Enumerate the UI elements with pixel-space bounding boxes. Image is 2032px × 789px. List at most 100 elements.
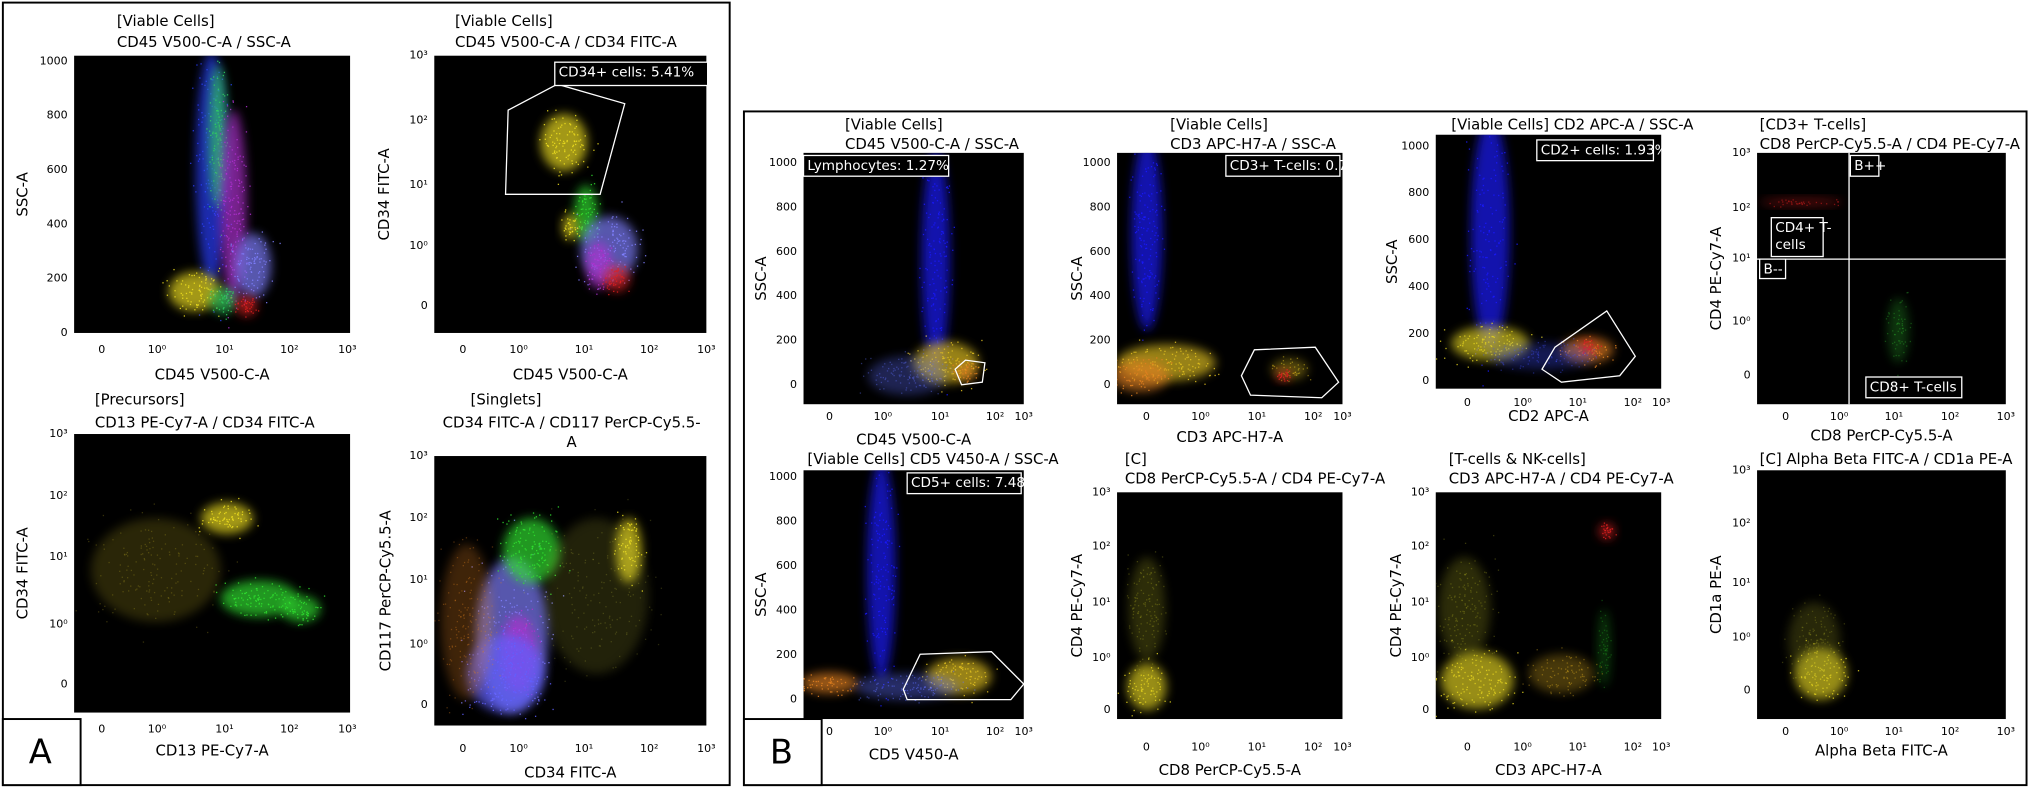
event-dot bbox=[227, 152, 230, 154]
events bbox=[1757, 198, 1912, 377]
event-dot bbox=[894, 369, 896, 371]
event-dot bbox=[212, 518, 215, 521]
event-dot bbox=[1615, 347, 1617, 349]
event-dot bbox=[1494, 174, 1497, 177]
event-dot bbox=[505, 566, 507, 568]
event-dot bbox=[1501, 682, 1503, 684]
event-dot bbox=[1157, 280, 1160, 282]
event-dot bbox=[432, 603, 433, 604]
event-dot bbox=[215, 132, 217, 134]
event-dot bbox=[1471, 671, 1473, 673]
event-dot bbox=[1560, 340, 1563, 343]
event-dot bbox=[934, 383, 937, 385]
event-dot bbox=[514, 691, 516, 693]
event-dot bbox=[217, 113, 219, 115]
event-dot bbox=[1130, 696, 1132, 698]
event-dot bbox=[821, 684, 823, 687]
event-dot bbox=[1466, 628, 1468, 630]
event-dot bbox=[467, 633, 469, 636]
event-dot bbox=[914, 682, 917, 684]
event-dot bbox=[537, 552, 539, 555]
event-dot bbox=[258, 258, 261, 260]
event-dot bbox=[1493, 194, 1495, 196]
event-dot bbox=[960, 389, 963, 392]
event-dot bbox=[491, 605, 493, 607]
event-dot bbox=[1150, 263, 1153, 265]
event-dot bbox=[607, 285, 609, 287]
event-dot bbox=[1435, 358, 1438, 360]
event-dot bbox=[598, 228, 600, 231]
event-dot bbox=[477, 645, 479, 648]
event-dot bbox=[1778, 201, 1780, 203]
event-dot bbox=[1477, 584, 1479, 586]
event-dot bbox=[533, 553, 536, 555]
event-dot bbox=[1438, 605, 1440, 607]
event-dot bbox=[1451, 664, 1454, 666]
event-dot bbox=[242, 156, 244, 158]
event-dot bbox=[582, 204, 584, 206]
event-dot bbox=[932, 278, 934, 280]
event-dot bbox=[533, 685, 535, 688]
event-dot bbox=[530, 646, 532, 648]
event-dot bbox=[511, 606, 513, 608]
event-dot bbox=[470, 597, 473, 600]
event-dot bbox=[1488, 332, 1491, 335]
event-dot bbox=[1893, 317, 1895, 319]
event-dot bbox=[220, 499, 223, 501]
event-dot bbox=[518, 613, 520, 615]
event-dot bbox=[1503, 348, 1506, 350]
event-dot bbox=[213, 162, 215, 164]
event-dot bbox=[1892, 342, 1894, 345]
event-dot bbox=[516, 579, 518, 581]
event-dot bbox=[905, 361, 907, 363]
event-dot bbox=[1586, 341, 1588, 343]
event-dot bbox=[1499, 679, 1501, 681]
y-tick-label: 10¹ bbox=[1092, 596, 1110, 609]
event-dot bbox=[223, 506, 225, 509]
x-tick-label: 10² bbox=[986, 725, 1004, 738]
event-dot bbox=[523, 644, 525, 646]
event-dot bbox=[569, 123, 571, 125]
event-dot bbox=[237, 278, 239, 280]
event-dot bbox=[941, 391, 943, 393]
x-tick-label: 10² bbox=[1304, 410, 1322, 423]
event-dot bbox=[576, 255, 579, 258]
event-dot bbox=[1158, 347, 1161, 350]
event-dot bbox=[520, 609, 523, 612]
event-dot bbox=[870, 554, 873, 556]
event-dot bbox=[1156, 204, 1158, 206]
event-dot bbox=[1501, 221, 1504, 223]
event-dot bbox=[1108, 362, 1109, 363]
event-dot bbox=[1509, 343, 1511, 346]
event-dot bbox=[1471, 603, 1473, 605]
event-dot bbox=[1476, 663, 1478, 666]
event-dot bbox=[589, 207, 592, 210]
gate-label: CD5+ cells: 7.48% bbox=[911, 475, 1038, 491]
event-dot bbox=[1157, 235, 1159, 237]
event-dot bbox=[1272, 365, 1274, 367]
event-cloud bbox=[1470, 134, 1510, 350]
event-dot bbox=[217, 110, 219, 112]
event-dot bbox=[465, 537, 468, 539]
event-dot bbox=[877, 539, 879, 542]
event-dot bbox=[222, 296, 224, 298]
event-dot bbox=[872, 633, 874, 635]
event-dot bbox=[612, 245, 615, 247]
event-dot bbox=[555, 109, 557, 111]
event-dot bbox=[167, 596, 169, 599]
event-dot bbox=[594, 509, 596, 511]
event-dot bbox=[599, 268, 601, 270]
event-dot bbox=[907, 365, 909, 368]
event-dot bbox=[565, 156, 567, 159]
event-dot bbox=[272, 606, 274, 608]
event-dot bbox=[892, 697, 894, 700]
event-dot bbox=[612, 667, 614, 669]
event-dot bbox=[578, 650, 580, 652]
event-dot bbox=[215, 99, 217, 101]
event-dot bbox=[598, 259, 600, 261]
event-dot bbox=[1533, 351, 1535, 353]
event-dot bbox=[1473, 701, 1475, 703]
event-dot bbox=[602, 279, 605, 281]
event-dot bbox=[1491, 322, 1493, 325]
event-dot bbox=[223, 118, 226, 120]
